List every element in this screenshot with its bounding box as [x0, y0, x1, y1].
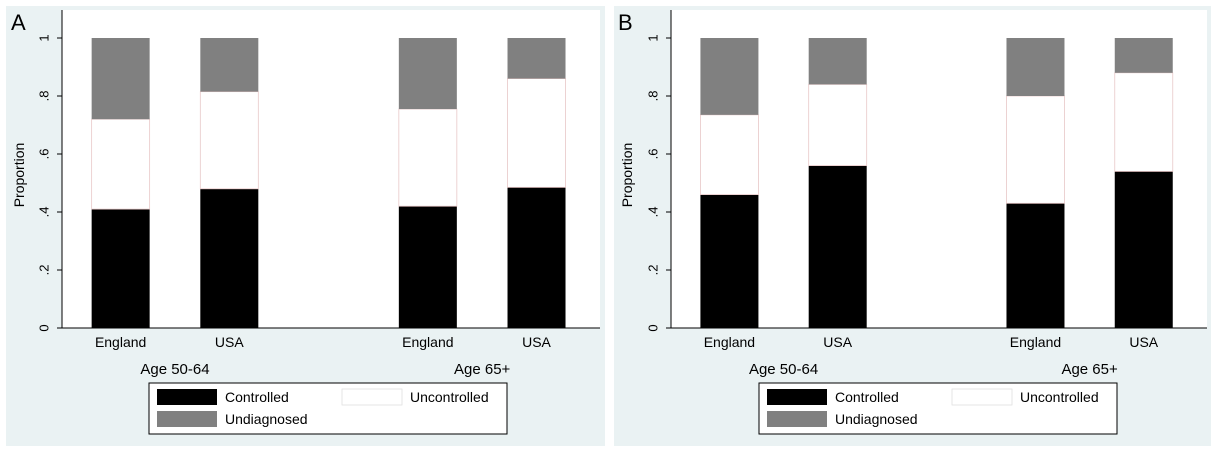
bar-uncontrolled — [199, 91, 259, 190]
bar-uncontrolled — [91, 118, 151, 210]
legend-swatch — [157, 411, 217, 427]
bar-undiagnosed — [1114, 38, 1173, 73]
panel-letter: B — [618, 10, 633, 35]
x-category-label: USA — [823, 334, 852, 350]
bar-controlled — [1114, 171, 1173, 328]
bar-controlled — [1006, 203, 1065, 328]
y-tick-label: 0 — [37, 324, 52, 331]
y-tick-label: .4 — [37, 207, 52, 218]
bar-uncontrolled — [507, 78, 566, 188]
group-label: Age 50-64 — [749, 361, 818, 378]
bar-controlled — [398, 206, 457, 328]
legend-label: Undiagnosed — [835, 411, 918, 427]
y-tick-label: 1 — [37, 34, 52, 41]
group-label: Age 65+ — [1061, 361, 1118, 378]
legend: Controlled Uncontrolled Undiagnosed — [758, 382, 1118, 435]
legend-label: Uncontrolled — [1020, 389, 1099, 405]
y-tick-label: .8 — [646, 91, 661, 102]
y-tick-label: .4 — [646, 207, 661, 218]
legend: Controlled Uncontrolled Undiagnosed — [148, 382, 508, 435]
y-tick-label: .6 — [37, 149, 52, 160]
panel-letter: A — [11, 10, 26, 35]
x-category-label: USA — [1129, 334, 1158, 350]
group-label: Age 65+ — [454, 361, 511, 378]
bar-undiagnosed — [700, 38, 759, 115]
bar-controlled — [507, 187, 566, 328]
bar-uncontrolled — [808, 84, 868, 166]
legend-swatch — [767, 389, 827, 405]
legend-swatch — [767, 411, 827, 427]
x-category-label: England — [1010, 334, 1061, 350]
panel-a: A 0 .2 .4 .6 .8 1 Proportion England USA England US… — [6, 6, 605, 446]
legend-label: Uncontrolled — [410, 389, 489, 405]
bar-controlled — [808, 165, 867, 328]
y-tick-label: .2 — [37, 265, 52, 276]
bar-uncontrolled — [1114, 72, 1174, 172]
legend-swatch — [341, 388, 403, 406]
y-tick-label: .2 — [646, 265, 661, 276]
x-category-label: England — [95, 334, 146, 350]
x-category-label: USA — [522, 334, 551, 350]
y-axis-label: Proportion — [11, 143, 27, 208]
bar-undiagnosed — [91, 38, 150, 120]
bar-undiagnosed — [398, 38, 457, 110]
bar-controlled — [700, 194, 759, 328]
bar-undiagnosed — [200, 38, 259, 92]
y-tick-label: .6 — [646, 149, 661, 160]
bar-controlled — [91, 209, 150, 328]
y-tick-label: 1 — [646, 34, 661, 41]
legend-label: Controlled — [835, 389, 899, 405]
bar-undiagnosed — [507, 38, 566, 79]
legend-swatch — [157, 389, 217, 405]
bar-uncontrolled — [700, 114, 759, 195]
legend-label: Controlled — [225, 389, 289, 405]
x-category-label: England — [402, 334, 453, 350]
y-tick-label: 0 — [646, 324, 661, 331]
bar-uncontrolled — [1006, 95, 1065, 204]
x-category-label: USA — [215, 334, 244, 350]
bar-undiagnosed — [808, 38, 867, 85]
x-category-label: England — [704, 334, 755, 350]
bar-uncontrolled — [398, 108, 458, 207]
bar-undiagnosed — [1006, 38, 1065, 96]
legend-swatch — [951, 388, 1013, 406]
bar-controlled — [200, 188, 259, 328]
y-tick-label: .8 — [37, 91, 52, 102]
y-axis-label: Proportion — [619, 143, 635, 208]
group-label: Age 50-64 — [140, 361, 209, 378]
panel-b: B 0 .2 .4 .6 .8 1 Proportion England USA England US… — [614, 6, 1211, 446]
legend-label: Undiagnosed — [225, 411, 308, 427]
